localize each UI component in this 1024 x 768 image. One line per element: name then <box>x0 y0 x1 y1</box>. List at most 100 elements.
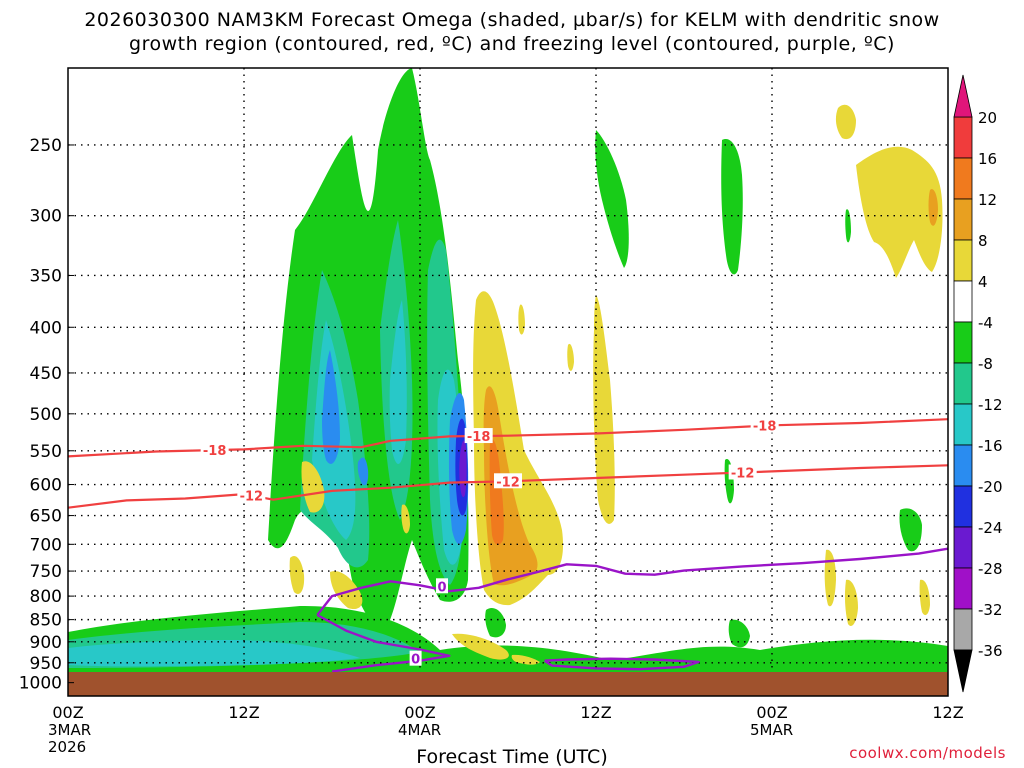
colorbar-swatch <box>953 608 973 651</box>
colorbar-label: -12 <box>978 396 1003 414</box>
omega-region <box>844 579 858 627</box>
omega-region <box>721 139 743 275</box>
dendritic-contour-label: -18 <box>467 430 491 445</box>
colorbar-label: -20 <box>978 478 1003 496</box>
colorbar-swatch <box>953 526 973 569</box>
y-tick-label: 850 <box>30 611 62 631</box>
y-tick-label: 750 <box>30 562 62 582</box>
y-tick-label: 400 <box>30 318 62 338</box>
chart-grid <box>68 68 948 696</box>
omega-region <box>728 619 750 648</box>
colorbar-swatch <box>953 444 973 487</box>
contour-label-bg <box>409 650 422 666</box>
colorbar-swatch <box>953 321 973 364</box>
omega-region <box>919 579 930 616</box>
contour-label-bg <box>464 428 493 444</box>
colorbar-swatch <box>953 116 973 159</box>
y-tick-label: 700 <box>30 535 62 555</box>
contour-label-bg <box>436 578 448 594</box>
x-tick-date: 4MAR <box>398 721 441 739</box>
freezing-level-contour <box>316 547 948 616</box>
colorbar-label: -4 <box>978 314 993 332</box>
omega-region <box>595 130 629 268</box>
colorbar-swatch <box>953 362 973 405</box>
omega-region <box>485 607 506 638</box>
freezing-level-contour <box>544 657 700 671</box>
contour-label-bg <box>750 417 779 433</box>
y-tick-label: 800 <box>30 587 62 607</box>
y-tick-label: 500 <box>30 405 62 425</box>
y-tick-label: 600 <box>30 476 62 496</box>
colorbar-label: -8 <box>978 355 993 373</box>
y-tick-label: 450 <box>30 364 62 384</box>
colorbar-swatch <box>953 157 973 200</box>
omega-region <box>68 640 360 667</box>
colorbar: 20 16 12 8 4 -4 -8 -12 -16 -20 -24 -28 -32 -36 <box>953 74 1003 693</box>
y-tick-label: 650 <box>30 507 62 527</box>
dendritic-contour-label: -12 <box>731 466 755 481</box>
x-tick-label: 00Z <box>404 703 435 722</box>
omega-region <box>593 295 615 524</box>
y-tick-label: 350 <box>30 266 62 286</box>
colorbar-label: -36 <box>978 642 1003 660</box>
credit-text: coolwx.com/models <box>849 744 1006 762</box>
dendritic-contour-label: -12 <box>496 475 520 490</box>
chart-title-line1: 2026030300 NAM3KM Forecast Omega (shaded… <box>84 9 940 31</box>
colorbar-label: 12 <box>978 191 997 209</box>
omega-region <box>835 104 856 140</box>
omega-region <box>762 642 948 672</box>
plot-frame <box>67 67 949 697</box>
x-tick-date: 5MAR <box>750 721 793 739</box>
omega-region <box>357 457 369 486</box>
x-tick-label: 00Z <box>52 703 83 722</box>
x-tick-label: 12Z <box>580 703 611 722</box>
x-tick-label: 12Z <box>228 703 259 722</box>
x-tick-label: 00Z <box>756 703 787 722</box>
x-tick-label: 12Z <box>932 703 963 722</box>
omega-region <box>511 654 540 665</box>
y-tick-label: 300 <box>30 207 62 227</box>
colorbar-label: -32 <box>978 601 1003 619</box>
colorbar-label: 16 <box>978 150 997 168</box>
x-tick-date: 3MAR <box>48 721 91 739</box>
omega-region <box>322 350 340 464</box>
y-axis: 2503003504004505005506006507007508008509… <box>19 136 74 694</box>
colorbar-top-arrow <box>953 74 973 118</box>
colorbar-swatch <box>953 198 973 241</box>
colorbar-swatch <box>953 567 973 610</box>
y-tick-label: 950 <box>30 654 62 674</box>
omega-region <box>489 438 504 545</box>
colorbar-swatch <box>953 239 973 282</box>
omega-region <box>330 571 363 610</box>
colorbar-label: 20 <box>978 109 997 127</box>
omega-region <box>899 508 922 552</box>
x-axis-title: Forecast Time (UTC) <box>416 746 608 768</box>
colorbar-bottom-arrow <box>953 649 973 693</box>
x-tick-year: 2026 <box>48 738 86 756</box>
omega-region <box>401 504 410 534</box>
omega-region <box>452 633 509 660</box>
dendritic-contour-label: -18 <box>753 420 777 435</box>
colorbar-label: -28 <box>978 560 1003 578</box>
y-tick-label: 250 <box>30 136 62 156</box>
colorbar-swatch <box>953 403 973 446</box>
omega-region <box>928 189 938 226</box>
omega-region <box>289 555 305 595</box>
omega-region <box>845 209 851 243</box>
omega-region <box>856 146 943 278</box>
omega-region <box>567 343 574 371</box>
omega-region <box>824 549 836 607</box>
colorbar-label: -24 <box>978 519 1003 537</box>
chart-title-line2: growth region (contoured, red, ºC) and f… <box>129 33 895 55</box>
colorbar-label: -16 <box>978 437 1003 455</box>
contour-label-bg <box>494 473 522 489</box>
contour-label-bg <box>200 442 229 458</box>
freezing-level-contour <box>316 613 451 673</box>
y-tick-label: 900 <box>30 633 62 653</box>
colorbar-swatch <box>953 280 973 323</box>
omega-region <box>301 461 325 513</box>
dendritic-contour-label: -18 <box>203 444 227 459</box>
omega-region <box>389 300 407 464</box>
